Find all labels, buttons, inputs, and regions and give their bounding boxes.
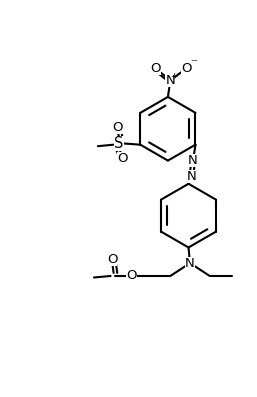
Text: ⁻: ⁻ <box>190 58 197 71</box>
Text: N: N <box>188 154 198 167</box>
Text: O: O <box>151 62 161 75</box>
Text: +: + <box>171 72 178 81</box>
Text: O: O <box>117 152 127 166</box>
Text: O: O <box>112 121 123 134</box>
Text: N: N <box>185 257 195 270</box>
Text: O: O <box>181 62 191 75</box>
Text: N: N <box>187 170 196 183</box>
Text: O: O <box>107 253 117 266</box>
Text: S: S <box>114 136 124 150</box>
Text: O: O <box>126 270 137 283</box>
Text: N: N <box>166 74 175 87</box>
